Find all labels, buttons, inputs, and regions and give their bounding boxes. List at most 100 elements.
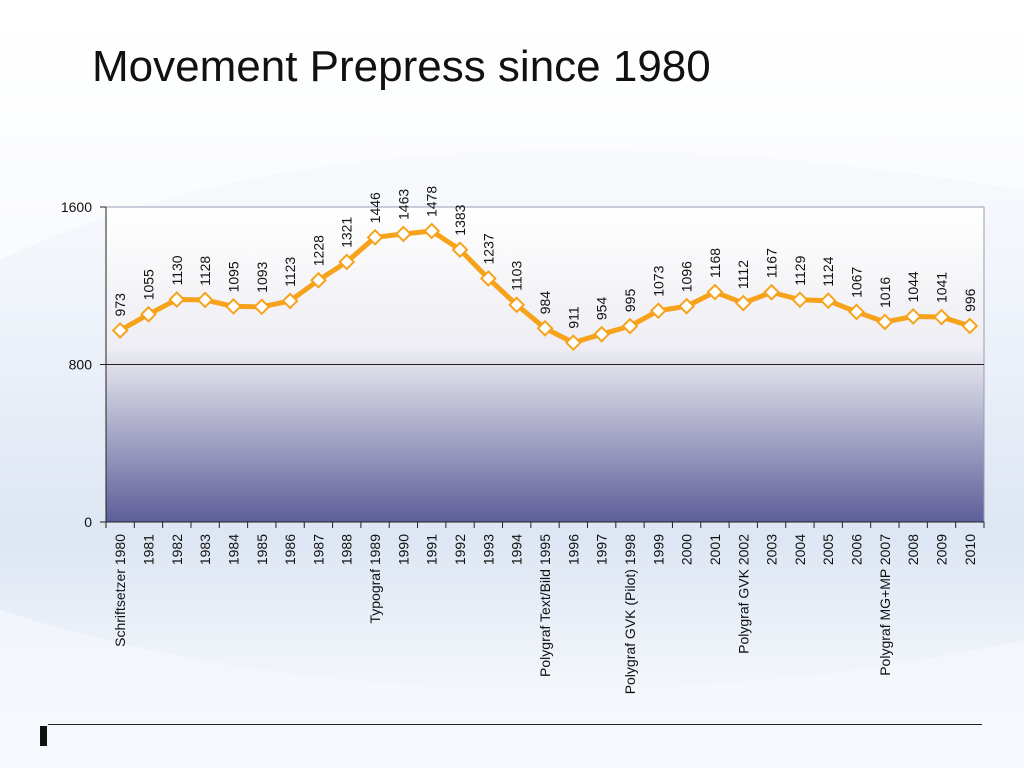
x-tick-label: 1990 [395, 534, 411, 565]
data-point [933, 308, 950, 326]
x-tick-label: 1997 [594, 534, 610, 565]
footer-marker [40, 726, 47, 746]
data-point [848, 303, 865, 321]
data-label: 1130 [169, 255, 185, 285]
data-label: 1055 [140, 269, 156, 300]
data-label: 1237 [480, 233, 496, 264]
data-label: 1112 [735, 260, 751, 289]
x-tick-label: 1986 [282, 534, 298, 565]
data-label: 995 [622, 289, 638, 313]
data-label: 1128 [197, 256, 213, 286]
data-point [168, 291, 186, 308]
x-tick-label: 1991 [424, 534, 440, 565]
data-point [253, 298, 271, 316]
data-point [763, 283, 780, 301]
y-tick-label: 800 [69, 357, 93, 373]
x-tick-label: Polygraf GVK 2002 [735, 534, 751, 654]
x-tick-label: 1988 [339, 534, 355, 565]
data-label: 973 [112, 293, 128, 317]
data-point [961, 317, 979, 335]
x-tick-label: 2008 [905, 534, 921, 565]
data-label: 996 [962, 288, 978, 312]
data-point [508, 296, 526, 314]
data-point [564, 334, 582, 352]
data-label: 1168 [707, 248, 723, 278]
data-label: 1041 [934, 272, 950, 303]
data-point [734, 294, 752, 312]
data-label: 1096 [679, 261, 695, 292]
x-tick-label: 2004 [792, 534, 808, 565]
x-tick-label: 1993 [480, 534, 496, 565]
data-label: 1093 [254, 261, 270, 292]
x-tick-label: 2010 [962, 534, 978, 565]
data-label: 1044 [905, 271, 921, 302]
data-label: 1321 [339, 217, 355, 248]
x-tick-label: 1982 [169, 534, 185, 565]
x-tick-label: 1984 [225, 534, 241, 565]
x-tick-label: 2003 [764, 534, 780, 565]
slide-title: Movement Prepress since 1980 [92, 42, 711, 91]
data-point [649, 302, 667, 320]
data-label: 1123 [282, 257, 298, 287]
data-point [366, 228, 384, 246]
x-tick-label: 2000 [679, 534, 695, 565]
x-tick-label: 1992 [452, 534, 468, 565]
data-point [225, 298, 242, 315]
data-label: 1124 [820, 256, 836, 286]
data-point [876, 313, 894, 331]
x-tick-label: Typograf 1989 [367, 534, 383, 624]
x-tick-label: Polygraf MG+MP 2007 [877, 534, 893, 676]
data-label: 1073 [650, 265, 666, 296]
data-point [706, 283, 724, 301]
y-tick-label: 1600 [61, 199, 92, 215]
x-tick-label: 1996 [565, 534, 581, 565]
x-tick-label: 1985 [254, 534, 270, 565]
data-label: 954 [594, 297, 610, 321]
data-label: 1095 [225, 261, 241, 292]
data-label: 1446 [367, 192, 383, 223]
x-tick-label: 1994 [509, 534, 525, 565]
data-point [140, 305, 157, 323]
data-point [536, 319, 554, 337]
data-point [791, 291, 809, 309]
data-point [678, 297, 696, 315]
data-point [338, 253, 356, 271]
data-label: 984 [537, 291, 553, 315]
x-tick-label: 1987 [310, 534, 326, 565]
data-point [819, 292, 837, 310]
x-tick-label: 1999 [650, 534, 666, 565]
data-point [593, 325, 611, 343]
data-point [621, 317, 639, 335]
x-tick-label: Polygraf Text/Bild 1995 [537, 534, 553, 677]
data-point [904, 308, 922, 325]
data-label: 1129 [792, 255, 808, 285]
x-tick-label: Schriftsetzer 1980 [112, 534, 128, 647]
data-label: 1016 [877, 277, 893, 308]
data-point [111, 322, 129, 339]
data-label: 1228 [310, 235, 326, 266]
data-point [451, 241, 469, 259]
x-tick-label: 2009 [934, 534, 950, 565]
x-tick-label: Polygraf GVK (Pilot) 1998 [622, 534, 638, 695]
data-point [479, 270, 497, 287]
data-point [423, 222, 441, 240]
data-point [196, 291, 214, 309]
data-label: 1463 [395, 189, 411, 220]
data-label: 1103 [509, 261, 525, 291]
data-point [394, 225, 412, 243]
footer-rule [48, 724, 982, 725]
x-tick-label: 1981 [140, 534, 156, 565]
x-tick-label: 2005 [820, 534, 836, 565]
x-tick-label: 1983 [197, 534, 213, 565]
data-label: 911 [565, 306, 581, 329]
x-tick-label: 2006 [849, 534, 865, 565]
data-label: 1383 [452, 204, 468, 235]
y-tick-label: 0 [84, 514, 92, 530]
data-label: 1067 [849, 267, 865, 298]
data-label: 1478 [424, 186, 440, 217]
data-label: 1167 [764, 248, 780, 278]
data-point [310, 271, 327, 289]
data-point [281, 292, 299, 310]
